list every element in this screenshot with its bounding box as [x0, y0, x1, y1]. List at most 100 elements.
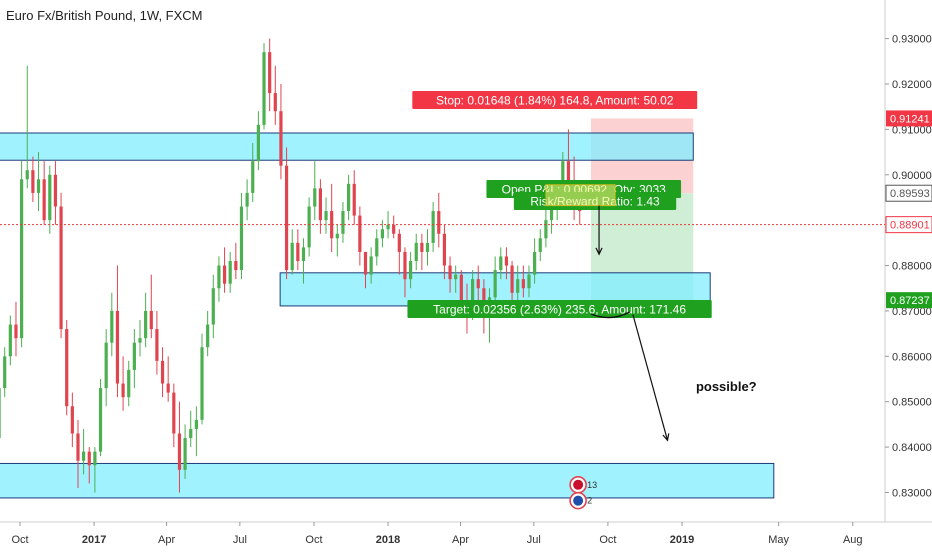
candle-body [14, 324, 18, 339]
zone-resistance [0, 132, 694, 161]
candle-body [228, 261, 232, 284]
zone-lower-support [0, 462, 775, 499]
candle-body [538, 238, 542, 252]
candle-body [533, 251, 537, 275]
candle-body [561, 161, 565, 198]
candle-body [234, 261, 238, 271]
target-label: Target: 0.02356 (2.63%) 235.6, Amount: 1… [407, 300, 712, 318]
candle-body [42, 179, 46, 221]
candle-body [375, 238, 379, 257]
y-tick-label: 0.83000 [892, 487, 932, 499]
candle-body [98, 388, 103, 452]
candle-body [239, 206, 244, 271]
candle-body [262, 52, 266, 125]
annotation-curve [590, 311, 630, 319]
candle-body [121, 383, 125, 398]
y-tick-label: 0.87000 [892, 306, 932, 318]
candle-body [256, 124, 260, 162]
candle-body [330, 211, 334, 239]
candle-body [53, 174, 58, 207]
arrow-head [595, 247, 603, 256]
flag-icon-inner [573, 479, 584, 490]
candle-body [138, 338, 142, 343]
y-tick-label: 0.92000 [892, 79, 932, 91]
target-label-text: Target: 0.02356 (2.63%) 235.6, Amount: 1… [433, 303, 686, 317]
candle-body [0, 388, 1, 439]
price-tag-bg [886, 110, 932, 127]
candle-body [206, 324, 210, 348]
candle-body [115, 310, 120, 384]
candle-body [425, 242, 430, 252]
price-tag: 0.87237 [886, 292, 932, 309]
candle-body [408, 261, 413, 280]
x-tick-label: Aug [843, 534, 863, 546]
x-tick-label: May [768, 534, 789, 546]
price-tag-bg [885, 184, 932, 202]
x-tick-label: Oct [305, 534, 322, 546]
candle-body [335, 233, 339, 239]
event-count: 2 [587, 496, 592, 506]
candle-body [222, 265, 227, 284]
candle-body [386, 224, 390, 230]
x-tick-label: Jul [527, 534, 541, 546]
candle-body [313, 188, 317, 207]
candle-body [217, 265, 221, 289]
x-tick-label: Apr [452, 534, 469, 546]
candle-body [341, 211, 345, 234]
candle-body [273, 93, 277, 112]
arrow-head [662, 433, 670, 442]
x-tick-label: Oct [599, 534, 616, 546]
y-tick-label: 0.90000 [892, 170, 932, 182]
target-label-bg [407, 300, 712, 318]
candle-body [172, 392, 176, 434]
candle-body [471, 279, 475, 311]
candle-body [363, 251, 368, 275]
candle-body [200, 347, 204, 420]
candle-body [566, 161, 571, 193]
candle-body [301, 247, 306, 261]
candle-body [369, 256, 373, 275]
candle-body [31, 170, 35, 193]
candle-body [65, 329, 69, 407]
x-tick-label: 2017 [82, 534, 106, 546]
candle-body [307, 206, 311, 248]
candle-body [160, 360, 165, 384]
candle-body [70, 406, 74, 434]
candle-body [318, 188, 322, 221]
candle-body [82, 451, 86, 461]
candle-body [166, 383, 170, 393]
candle-body [25, 170, 29, 180]
candle-body [59, 206, 63, 330]
candle-body [189, 428, 193, 439]
price-tag-text: 0.88901 [890, 220, 930, 232]
x-tick-label: Jul [233, 534, 247, 546]
candle-body [3, 356, 7, 389]
candle-body [420, 242, 424, 252]
candle-body [352, 183, 356, 216]
candle-body [144, 310, 148, 339]
candle-body [245, 192, 249, 207]
candle-body [110, 310, 114, 343]
price-tag-text: 0.91241 [890, 113, 930, 125]
arrow-line [632, 314, 669, 441]
candle-body [211, 288, 215, 325]
stop-label-bg [412, 91, 698, 109]
chart-title: Euro Fx/British Pound, 1W, FXCM [6, 8, 203, 23]
candle-body [279, 111, 283, 166]
y-tick-label: 0.85000 [892, 397, 932, 409]
stop-label-text: Stop: 0.01648 (1.84%) 164.8, Amount: 50.… [436, 94, 674, 108]
candle-body [93, 451, 97, 466]
candle-body [132, 342, 136, 370]
x-tick-label: 2018 [376, 534, 400, 546]
candle-body [324, 211, 328, 221]
entry-highlight [545, 184, 616, 207]
candle-body [431, 211, 435, 243]
price-tag-text: 0.89593 [890, 188, 930, 200]
candle-body [346, 183, 351, 212]
candle-body [549, 206, 554, 221]
candle-body [527, 274, 531, 289]
y-tick-label: 0.86000 [892, 351, 932, 363]
annotation-text: possible? [696, 379, 757, 394]
candle-body [104, 342, 108, 389]
